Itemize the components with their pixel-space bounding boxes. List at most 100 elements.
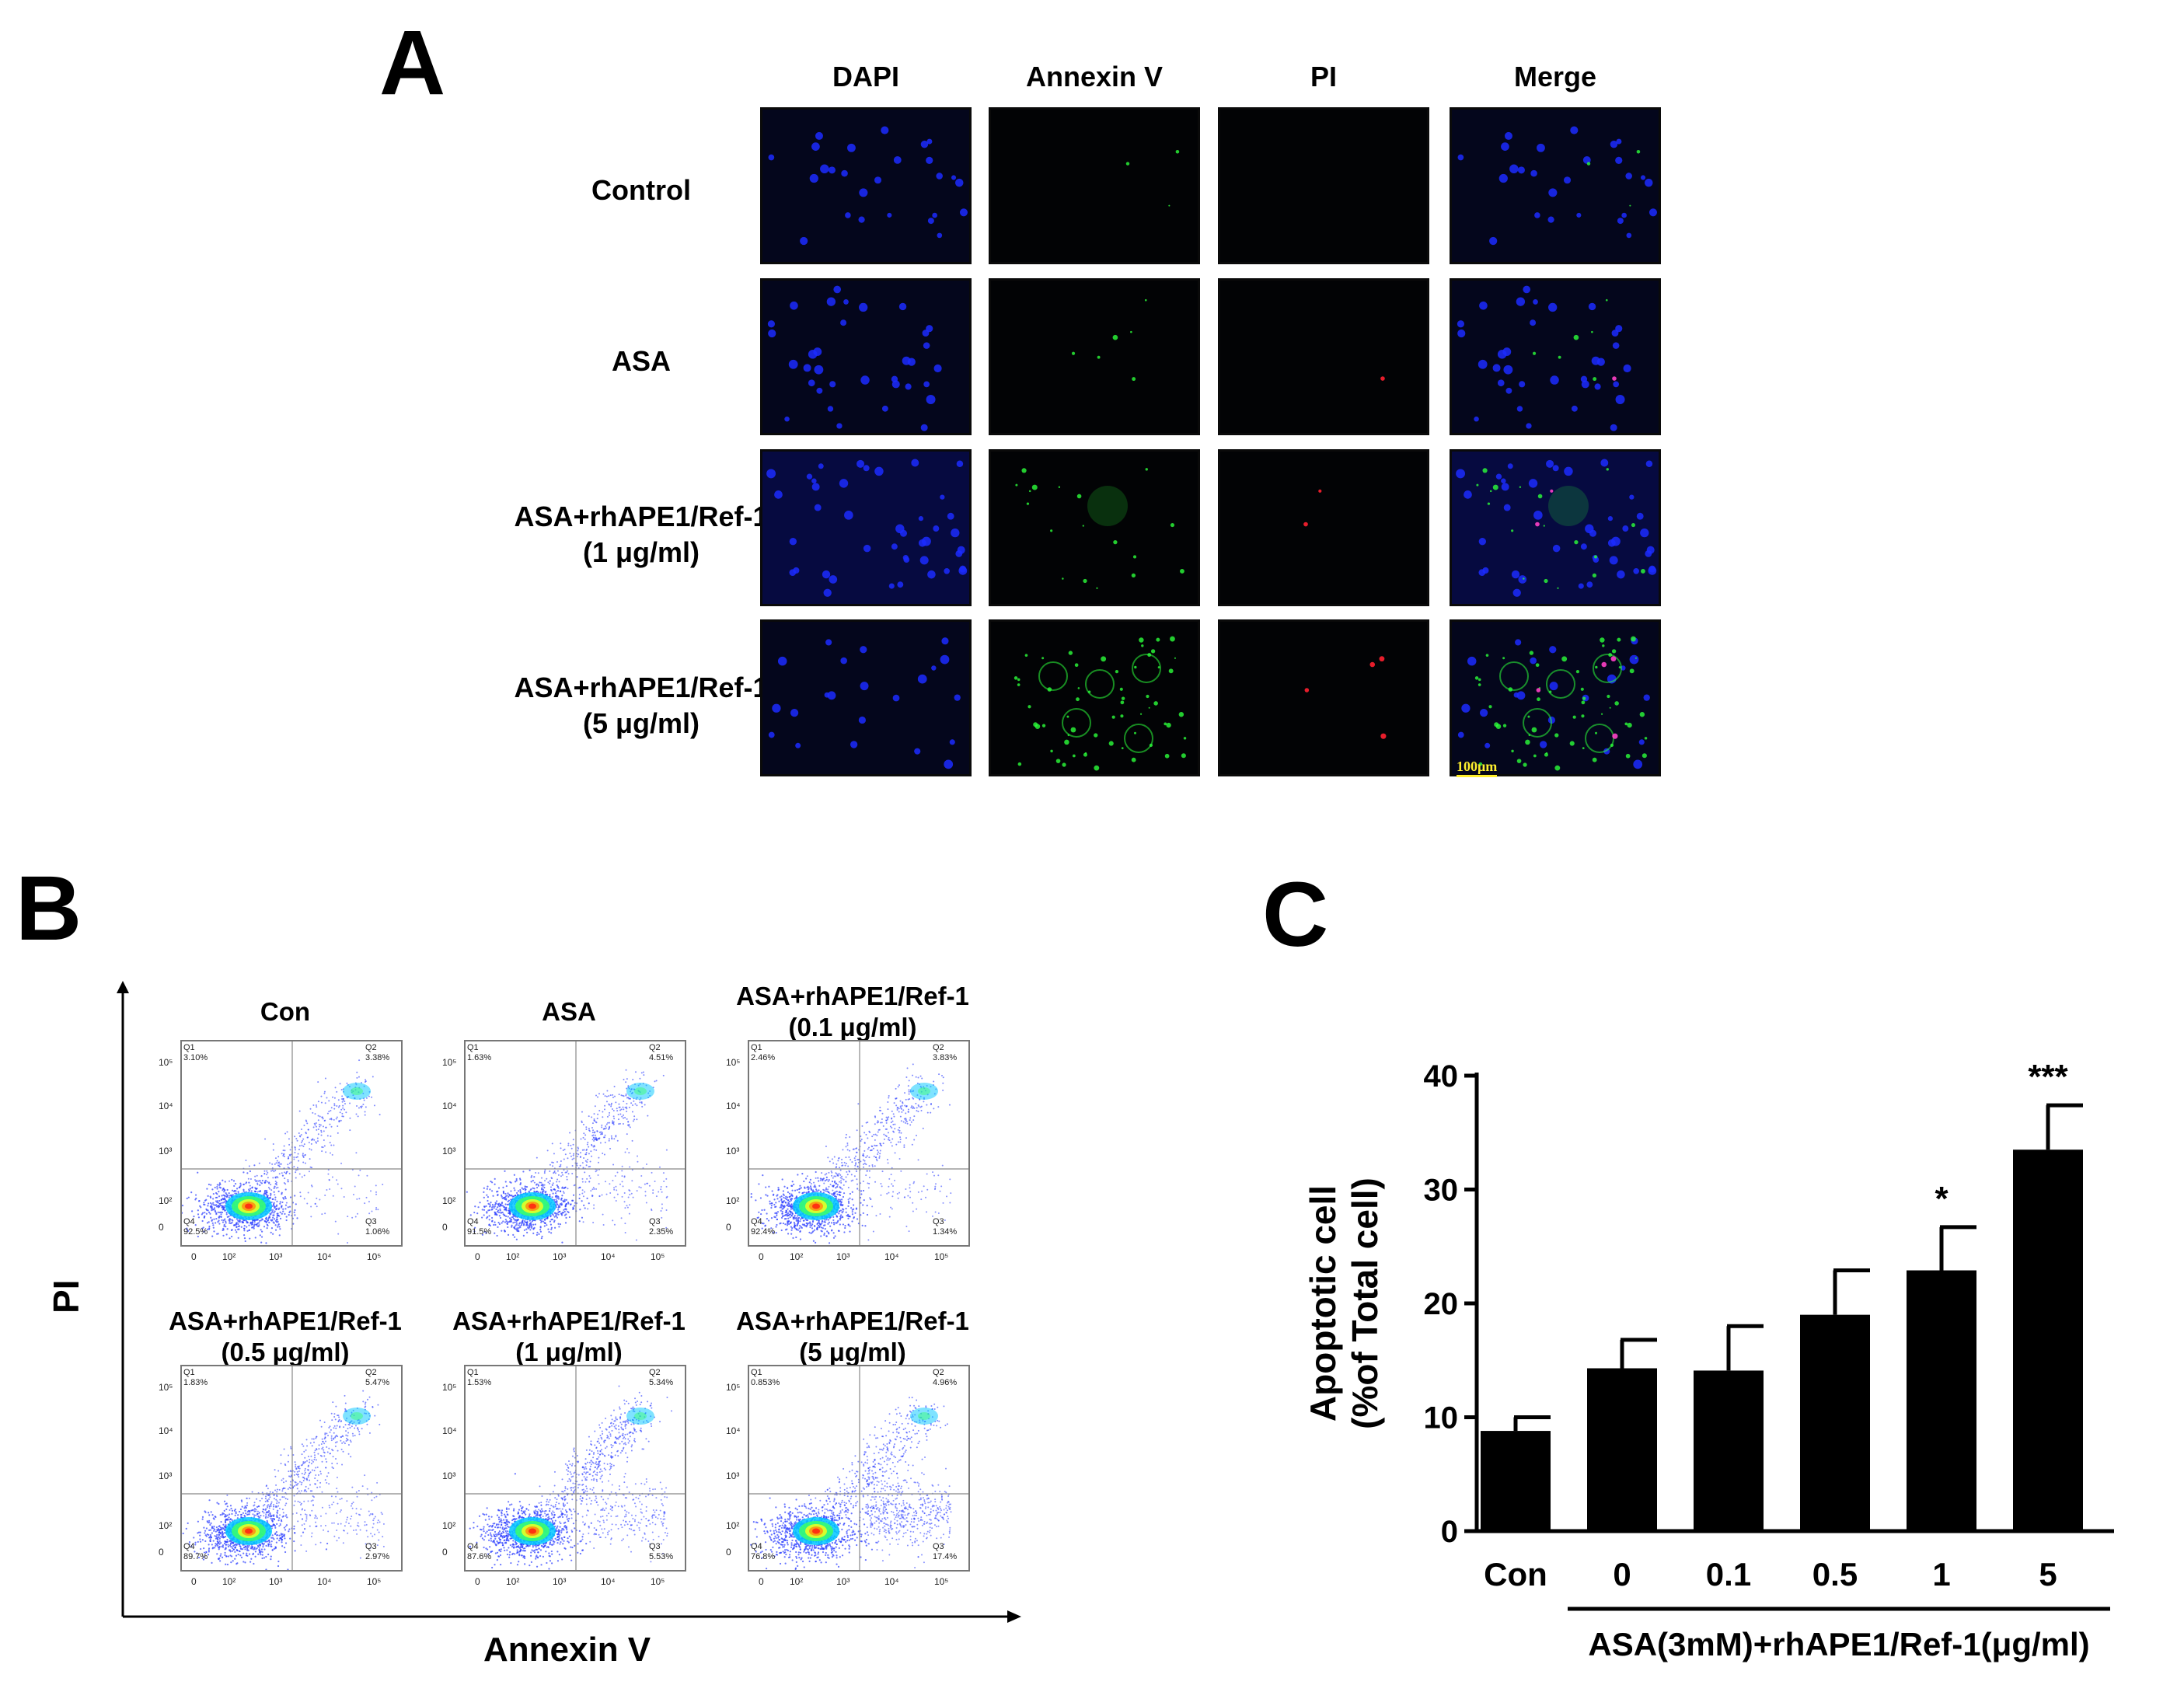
- flow-xtick: 10²: [222, 1576, 236, 1587]
- flow-xtick: 10⁵: [367, 1251, 382, 1262]
- flow-xtick: 0: [759, 1251, 764, 1262]
- row-label-control: Control: [404, 173, 878, 208]
- quadrant-label-q4: Q4 91.5%: [467, 1217, 491, 1237]
- flow-ytick: 10³: [159, 1470, 173, 1481]
- quadrant-label-q1: Q1 0.853%: [751, 1368, 780, 1388]
- bar-0.5: [1800, 1314, 1870, 1531]
- quadrant-percent: 2.97%: [365, 1552, 390, 1561]
- quadrant-percent: 0.853%: [751, 1378, 780, 1387]
- flow-xtick: 10³: [836, 1251, 850, 1262]
- flow-xtick: 10⁴: [317, 1251, 332, 1262]
- micrograph-control-pi: [1218, 107, 1429, 264]
- flow-plot-title: ASA+rhAPE1/Ref-1 (1 μg/ml): [441, 1306, 697, 1368]
- flow-xtick: 10⁵: [651, 1251, 665, 1262]
- flow-xtick: 0: [475, 1251, 480, 1262]
- flow-ytick: 10⁴: [159, 1101, 173, 1111]
- flow-plot-6: [748, 1365, 970, 1572]
- flow-ytick: 10²: [159, 1520, 173, 1531]
- quadrant-name: Q4: [183, 1217, 195, 1226]
- flow-xtick: 0: [475, 1576, 480, 1587]
- flow-xtick: 10⁴: [317, 1576, 332, 1587]
- bar-0: [1587, 1368, 1657, 1531]
- quadrant-name: Q1: [467, 1368, 479, 1377]
- flow-scatter: [182, 1041, 401, 1245]
- quadrant-label-q4: Q4 87.6%: [467, 1542, 491, 1562]
- quadrant-label-q3: Q3 2.35%: [649, 1217, 673, 1237]
- y-tick-label: 0: [1441, 1515, 1458, 1549]
- quadrant-percent: 1.83%: [183, 1378, 208, 1387]
- flow-ytick: 10²: [726, 1520, 740, 1531]
- flow-ytick: 0: [726, 1547, 731, 1558]
- quadrant-percent: 5.34%: [649, 1378, 674, 1387]
- flow-xtick: 10²: [790, 1251, 804, 1262]
- flow-plot-5: [464, 1365, 686, 1572]
- flow-ytick: 10²: [442, 1195, 456, 1206]
- micrograph-asa-5-dapi: [760, 619, 972, 776]
- micrograph-asa-merge: [1450, 278, 1661, 435]
- quadrant-label-q2: Q2 5.47%: [365, 1368, 389, 1388]
- flow-plot-title-line1: ASA+rhAPE1/Ref-1: [169, 1306, 402, 1335]
- flow-ytick: 10⁵: [726, 1057, 741, 1068]
- panel-b-axes: [117, 981, 1021, 1623]
- flow-plot-3: [748, 1040, 970, 1247]
- row-label-line2: (1 μg/ml): [582, 536, 700, 568]
- quadrant-name: Q4: [751, 1217, 762, 1226]
- quadrant-label-q1: Q1 1.63%: [467, 1043, 491, 1063]
- x-tick-label: Con: [1484, 1556, 1547, 1593]
- quadrant-name: Q3: [649, 1542, 661, 1551]
- quadrant-label-q1: Q1 1.83%: [183, 1368, 208, 1388]
- y-axis-label-line2: (%of Total cell): [1345, 1177, 1385, 1429]
- flow-ytick: 0: [442, 1547, 448, 1558]
- quadrant-percent: 3.83%: [933, 1053, 958, 1062]
- quadrant-percent: 3.10%: [183, 1053, 208, 1062]
- quadrant-label-q2: Q2 4.96%: [933, 1368, 957, 1388]
- quadrant-percent: 1.63%: [467, 1053, 492, 1062]
- row-label-line1: ASA: [611, 345, 671, 377]
- flow-xtick: 10⁵: [934, 1251, 949, 1262]
- quadrant-name: Q4: [751, 1542, 762, 1551]
- flow-ytick: 10⁴: [442, 1101, 457, 1111]
- flow-xtick: 10⁴: [884, 1576, 899, 1587]
- row-label-line1: ASA+rhAPE1/Ref-1: [514, 672, 769, 703]
- quadrant-label-q3: Q3 5.53%: [649, 1542, 673, 1562]
- quadrant-label-q3: Q3 17.4%: [933, 1542, 957, 1562]
- panel-b-ylabel: PI: [46, 1279, 86, 1313]
- micrograph-asa-1-annexin: [989, 449, 1200, 606]
- flow-ytick: 0: [159, 1222, 164, 1233]
- bar-Con: [1481, 1431, 1551, 1531]
- quadrant-name: Q3: [933, 1217, 944, 1226]
- quadrant-name: Q1: [183, 1043, 195, 1052]
- quadrant-percent: 89.7%: [183, 1552, 208, 1561]
- flow-scatter: [749, 1366, 968, 1570]
- flow-plot-title: ASA: [441, 996, 697, 1027]
- bar-0.1: [1694, 1370, 1764, 1531]
- column-header-annexin: Annexin V: [1025, 61, 1164, 92]
- micrograph-asa-annexin: [989, 278, 1200, 435]
- y-tick-label: 40: [1424, 1059, 1459, 1094]
- flow-ytick: 10³: [442, 1146, 456, 1156]
- flow-plot-title-line1: ASA+rhAPE1/Ref-1: [452, 1306, 686, 1335]
- flow-plot-title: ASA+rhAPE1/Ref-1 (0.1 μg/ml): [724, 981, 981, 1043]
- panel-b-x-arrow: [1007, 1610, 1021, 1623]
- flow-xtick: 0: [191, 1251, 197, 1262]
- flow-scatter: [749, 1041, 968, 1245]
- quadrant-percent: 1.06%: [365, 1227, 390, 1237]
- micrograph-control-merge: [1450, 107, 1661, 264]
- column-header-dapi: DAPI: [832, 61, 899, 92]
- quadrant-percent: 5.53%: [649, 1552, 674, 1561]
- row-label-asa-rhape1-1: ASA+rhAPE1/Ref-1 (1 μg/ml): [404, 499, 878, 570]
- significance-marker: ***: [2028, 1058, 2068, 1096]
- quadrant-percent: 5.47%: [365, 1378, 390, 1387]
- flow-xtick: 10⁴: [601, 1251, 616, 1262]
- x-tick-label: 1: [1932, 1556, 1950, 1593]
- flow-ytick: 10⁴: [159, 1425, 173, 1436]
- y-tick-label: 20: [1424, 1287, 1459, 1321]
- flow-xtick: 10⁵: [367, 1576, 382, 1587]
- quadrant-label-q1: Q1 1.53%: [467, 1368, 491, 1388]
- flow-plot-title-line1: ASA+rhAPE1/Ref-1: [736, 982, 969, 1010]
- quadrant-label-q3: Q3 1.34%: [933, 1217, 957, 1237]
- flow-plot-title: Con: [157, 996, 413, 1027]
- row-label-line2: (5 μg/ml): [582, 707, 700, 739]
- quadrant-label-q4: Q4 92.4%: [751, 1217, 775, 1237]
